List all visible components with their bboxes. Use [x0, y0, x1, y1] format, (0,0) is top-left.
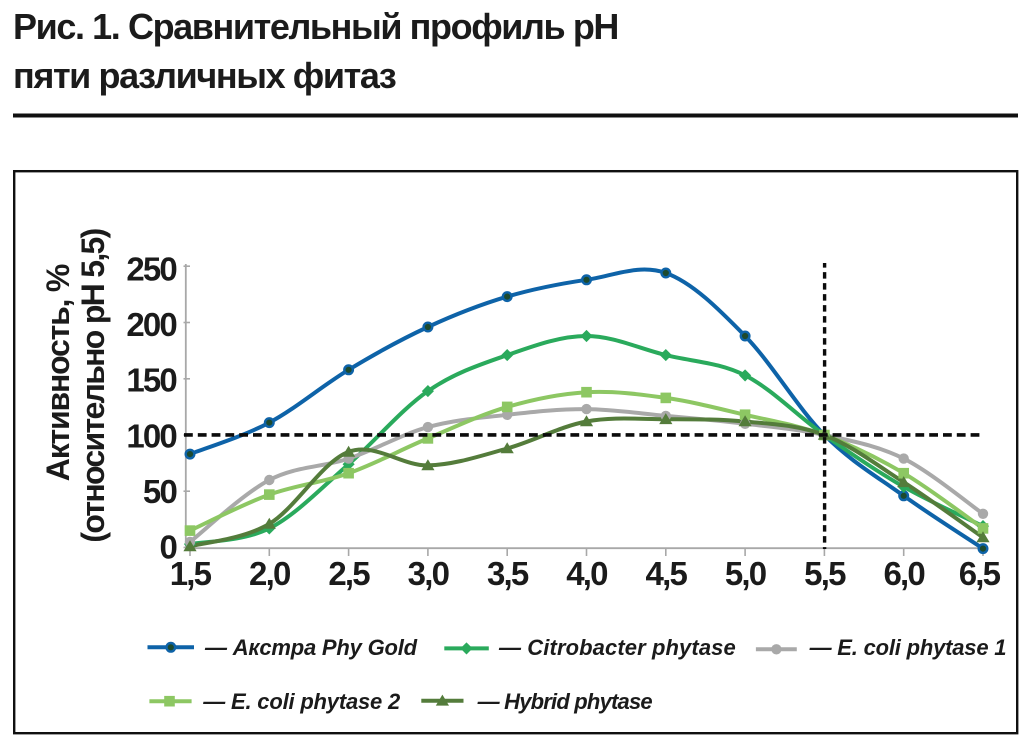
- svg-text:2,0: 2,0: [249, 555, 290, 592]
- svg-text:3,5: 3,5: [487, 555, 529, 592]
- svg-text:(относительно pH 5,5): (относительно pH 5,5): [75, 228, 111, 542]
- svg-text:4,5: 4,5: [646, 555, 688, 592]
- svg-text:— E. coli phytase 1: — E. coli phytase 1: [809, 635, 1007, 660]
- svg-text:1,5: 1,5: [170, 555, 212, 592]
- svg-text:5,0: 5,0: [725, 555, 766, 592]
- svg-text:3,0: 3,0: [408, 555, 449, 592]
- svg-text:2,5: 2,5: [328, 555, 370, 592]
- svg-text:пяти различных фитаз: пяти различных фитаз: [13, 55, 396, 96]
- svg-text:— E. coli phytase 2: — E. coli phytase 2: [202, 689, 401, 714]
- svg-text:6,5: 6,5: [959, 555, 1001, 592]
- svg-text:5,5: 5,5: [804, 555, 846, 592]
- svg-text:150: 150: [126, 362, 176, 399]
- svg-text:— Citrobacter phytase: — Citrobacter phytase: [498, 635, 736, 660]
- svg-text:— Hybrid phytase: — Hybrid phytase: [477, 689, 653, 714]
- svg-text:100: 100: [126, 417, 176, 454]
- svg-text:0: 0: [159, 529, 176, 566]
- svg-text:— Акстра Phy Gold: — Акстра Phy Gold: [204, 635, 418, 660]
- svg-text:4,0: 4,0: [566, 555, 607, 592]
- svg-text:200: 200: [126, 306, 176, 343]
- svg-text:50: 50: [143, 473, 177, 510]
- svg-text:Рис. 1. Сравнительный профиль: Рис. 1. Сравнительный профиль pH: [13, 6, 618, 47]
- svg-text:6,0: 6,0: [883, 555, 924, 592]
- svg-text:Активность, %: Активность, %: [40, 264, 76, 481]
- svg-text:250: 250: [126, 251, 176, 288]
